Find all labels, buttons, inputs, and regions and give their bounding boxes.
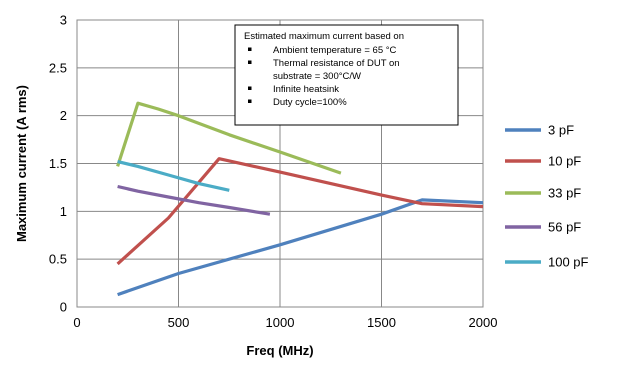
annotation-line: Infinite heatsink xyxy=(273,84,339,95)
y-tick-label: 0.5 xyxy=(49,252,67,267)
x-axis-title: Freq (MHz) xyxy=(246,343,313,358)
bullet-icon xyxy=(248,99,252,103)
x-tick-label: 1000 xyxy=(266,315,295,330)
bullet-icon xyxy=(248,47,252,51)
y-tick-labels: 0 0.5 1 1.5 2 2.5 3 xyxy=(49,13,67,315)
annotation-title: Estimated maximum current based on xyxy=(244,31,404,42)
legend-label: 56 pF xyxy=(548,220,581,235)
y-tick-label: 1.5 xyxy=(49,156,67,171)
y-tick-label: 2 xyxy=(60,108,67,123)
legend-label: 10 pF xyxy=(548,154,581,169)
x-tick-label: 2000 xyxy=(469,315,498,330)
legend-label: 3 pF xyxy=(548,123,574,138)
annotation-line: Thermal resistance of DUT on xyxy=(273,58,400,69)
plot-area-border xyxy=(76,19,484,308)
legend-label: 33 pF xyxy=(548,186,581,201)
annotation-line: Duty cycle=100% xyxy=(273,97,347,108)
x-tick-label: 0 xyxy=(73,315,80,330)
bullet-icon xyxy=(248,86,252,90)
y-axis-title: Maximum current (A rms) xyxy=(14,85,29,242)
series-line-4 xyxy=(117,160,230,192)
series-line-0 xyxy=(117,198,484,297)
y-tick-label: 3 xyxy=(60,13,67,28)
legend: 3 pF 10 pF 33 pF 56 pF 100 pF xyxy=(505,123,589,270)
annotation-box: Estimated maximum current based on Ambien… xyxy=(234,24,459,126)
annotation-border xyxy=(234,24,459,126)
x-tick-label: 500 xyxy=(168,315,190,330)
annotation-line: substrate = 300°C/W xyxy=(273,71,361,82)
x-tick-labels: 0 500 1000 1500 2000 xyxy=(73,315,497,330)
x-tick-label: 1500 xyxy=(367,315,396,330)
series-line-3 xyxy=(117,184,271,216)
y-tick-label: 2.5 xyxy=(49,60,67,75)
bullet-icon xyxy=(248,60,252,64)
series-group xyxy=(116,101,484,297)
y-tick-label: 0 xyxy=(60,300,67,315)
y-tick-label: 1 xyxy=(60,204,67,219)
series-line-2 xyxy=(116,101,342,175)
legend-label: 100 pF xyxy=(548,255,589,270)
annotation-line: Ambient temperature = 65 °C xyxy=(273,45,397,56)
series-line-1 xyxy=(116,157,484,266)
